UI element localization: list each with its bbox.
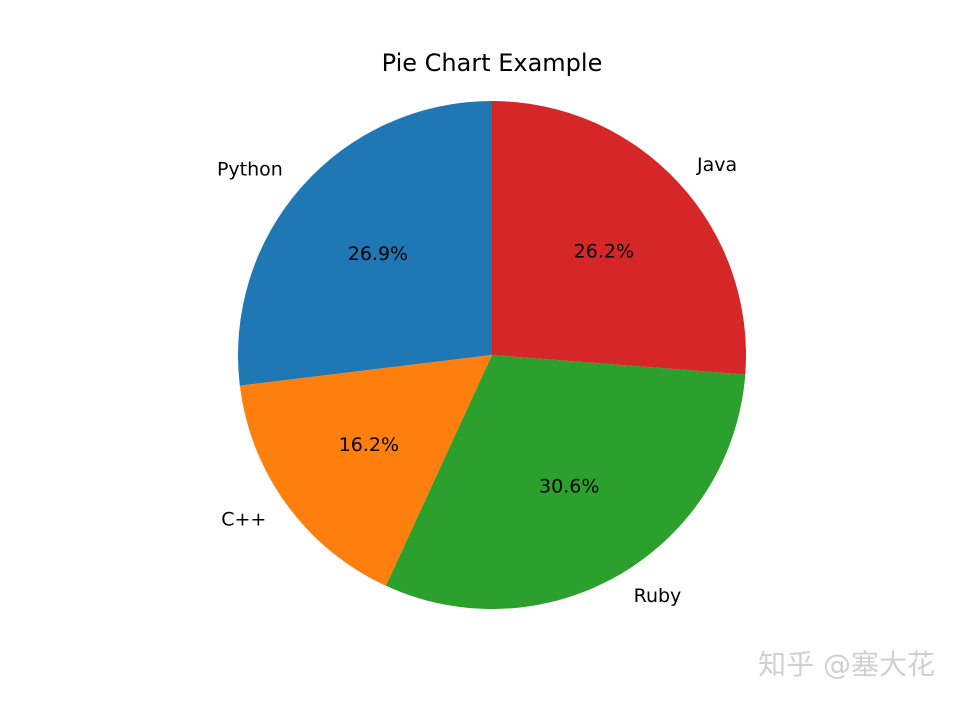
pie-percent-label-ruby: 30.6% (539, 475, 599, 497)
watermark: 知乎 @塞大花 (758, 648, 935, 681)
pie-slice-cp (239, 355, 492, 586)
pie-category-label-cp: C++ (221, 509, 266, 531)
pie-percent-label-python: 26.9% (348, 243, 408, 265)
pie-slice-java (492, 101, 746, 375)
pie-slices (238, 101, 746, 609)
pie-category-label-java: Java (696, 154, 737, 176)
pie-category-label-python: Python (217, 159, 283, 181)
pie-category-label-ruby: Ruby (634, 585, 682, 607)
chart-title: Pie Chart Example (382, 49, 603, 77)
pie-labels: 26.9% Python 16.2% C++ 30.6% Ruby 26.2% Java (217, 154, 737, 607)
pie-percent-label-cp: 16.2% (339, 434, 399, 456)
pie-slice-ruby (385, 355, 746, 609)
pie-slice-python (238, 101, 492, 386)
pie-percent-label-java: 26.2% (574, 240, 634, 262)
